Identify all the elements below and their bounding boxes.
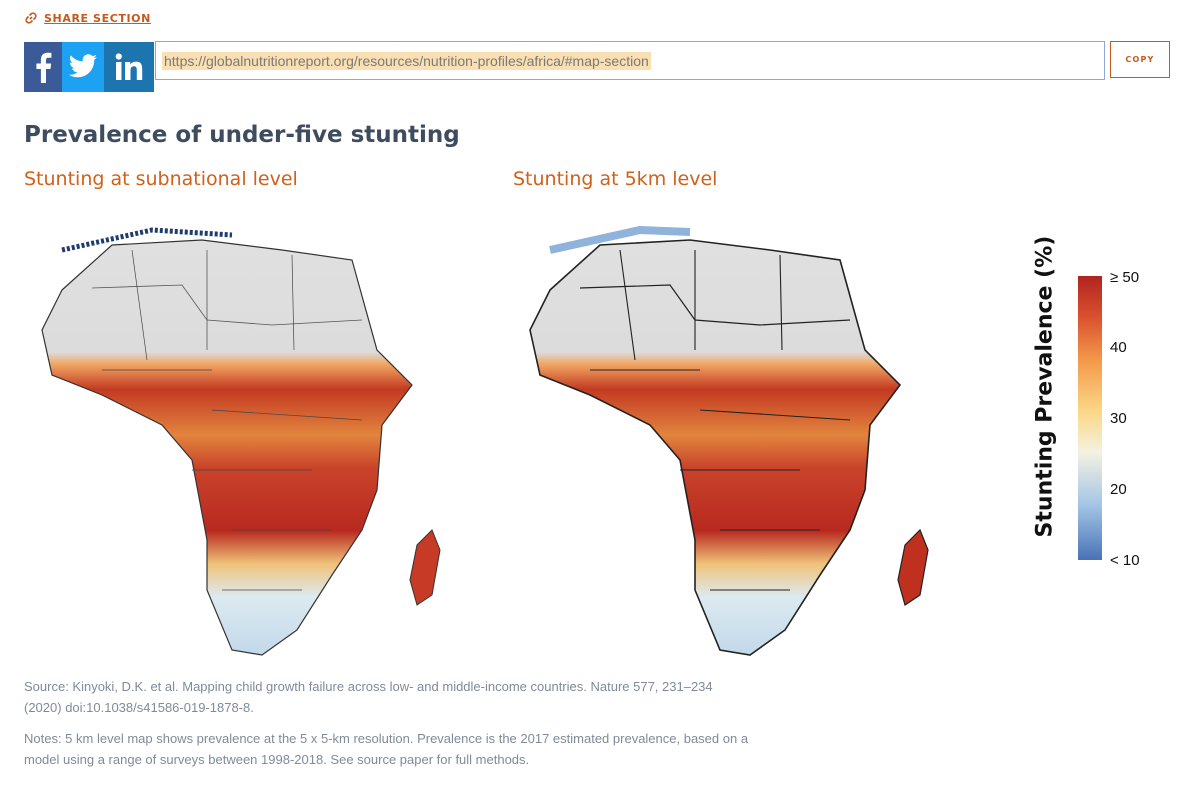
facebook-icon [36,52,52,83]
legend-tick: 20 [1110,481,1127,498]
legend-title: Stunting Prevalence (%) [1032,235,1058,538]
facebook-share-button[interactable] [24,42,62,92]
methods-note: Notes: 5 km level map shows prevalence a… [24,731,749,767]
twitter-share-button[interactable] [62,42,104,92]
map-title-5km: Stunting at 5km level [513,168,718,190]
share-section-link[interactable]: SHARE SECTION [24,11,151,25]
legend-tick: < 10 [1110,552,1140,569]
legend-tick: 30 [1110,410,1127,427]
stunting-map-subnational [32,210,477,669]
link-icon [25,12,37,24]
linkedin-icon [115,53,143,80]
legend-tick: ≥ 50 [1110,269,1140,286]
africa-shape [41,239,413,656]
share-section-label: SHARE SECTION [44,11,151,25]
map-title-subnational: Stunting at subnational level [24,168,298,190]
share-url-field[interactable]: https://globalnutritionreport.org/resour… [155,41,1105,80]
linkedin-share-button[interactable] [104,42,154,92]
copy-button[interactable]: COPY [1110,41,1170,78]
share-url-text[interactable]: https://globalnutritionreport.org/resour… [162,51,651,70]
legend-tick: 40 [1110,339,1127,356]
africa-shape [529,239,902,656]
twitter-icon [68,54,97,78]
section-title: Prevalence of under-five stunting [24,122,460,148]
source-note: Source: Kinyoki, D.K. et al. Mapping chi… [24,679,713,715]
stunting-map-5km [520,210,965,669]
legend-color-bar [1078,276,1102,560]
